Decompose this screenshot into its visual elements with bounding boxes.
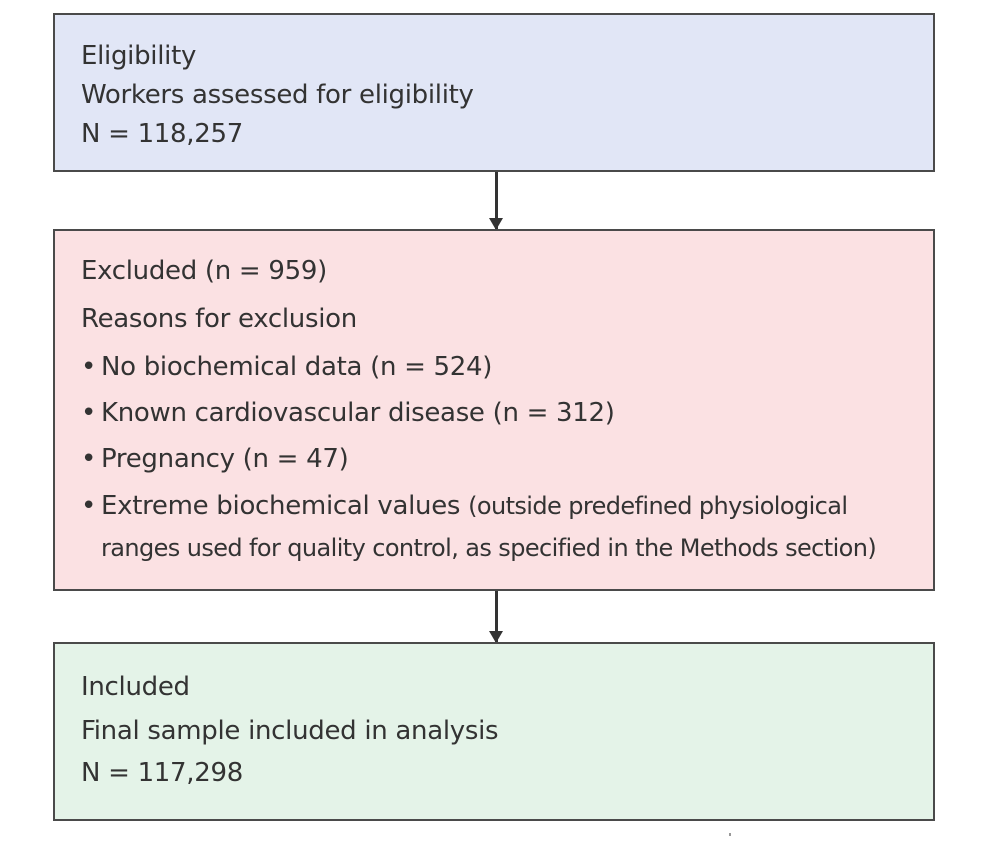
excluded-title: Excluded (n = 959) — [81, 256, 327, 286]
exclusion-reason: • No biochemical data (n = 524) — [81, 348, 492, 386]
bullet-icon: • — [81, 398, 97, 428]
bullet-icon: • — [81, 352, 97, 382]
eligibility-description: Workers assessed for eligibility — [81, 80, 474, 110]
eligibility-count: N = 118,257 — [81, 119, 243, 149]
included-box: Included Final sample included in analys… — [53, 642, 935, 821]
included-description: Final sample included in analysis — [81, 716, 499, 746]
exclusion-reason: • Extreme biochemical values (outside pre… — [81, 487, 848, 525]
bullet-icon: • — [81, 444, 97, 474]
included-count: N = 117,298 — [81, 758, 243, 788]
excluded-subtitle: Reasons for exclusion — [81, 304, 357, 334]
excluded-box: Excluded (n = 959) Reasons for exclusion… — [53, 229, 935, 591]
eligibility-box: Eligibility Workers assessed for eligibi… — [53, 13, 935, 172]
stray-mark — [729, 833, 731, 836]
eligibility-title: Eligibility — [81, 41, 197, 71]
arrow-down-icon — [489, 591, 503, 643]
exclusion-note: (outside predefined physiological — [468, 492, 848, 520]
included-title: Included — [81, 672, 190, 702]
exclusion-reason: • Pregnancy (n = 47) — [81, 440, 349, 478]
exclusion-note-continued: ranges used for quality control, as spec… — [101, 534, 877, 562]
arrow-down-icon — [489, 172, 503, 230]
exclusion-reason: • Known cardiovascular disease (n = 312) — [81, 394, 615, 432]
bullet-icon: • — [81, 491, 97, 521]
